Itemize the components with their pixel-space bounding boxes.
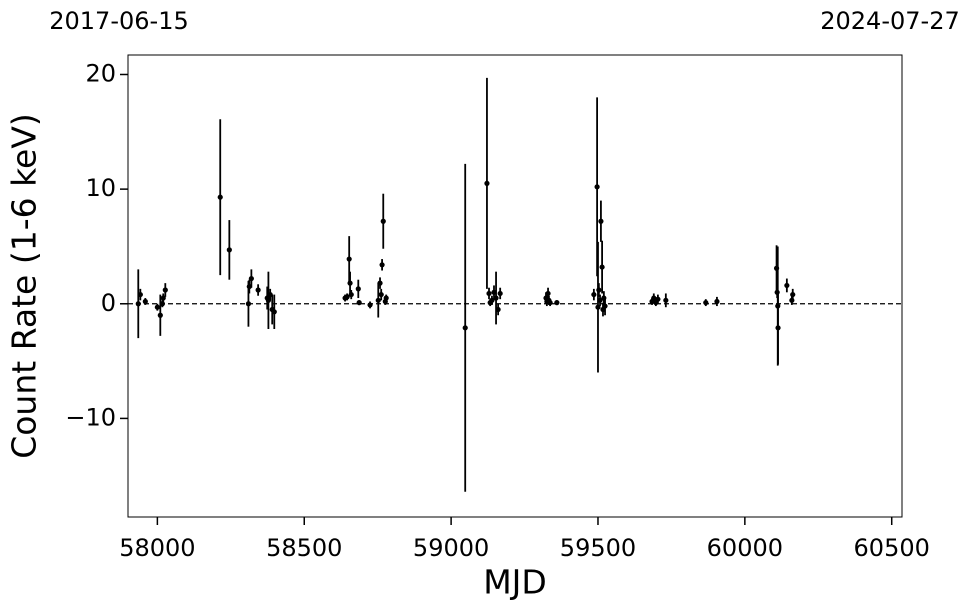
x-tick-label: 59500 (560, 534, 636, 562)
data-point (547, 300, 553, 306)
data-point (137, 291, 143, 298)
data-point (655, 296, 661, 302)
data-point (554, 300, 560, 306)
data-point (375, 297, 381, 303)
y-tick-label: 20 (85, 59, 116, 87)
data-point (602, 303, 608, 309)
data-point (703, 300, 709, 306)
x-axis-label: MJD (483, 563, 547, 602)
data-point (597, 297, 603, 303)
data-point (135, 301, 141, 307)
y-tick-label: −10 (65, 403, 116, 431)
data-point (596, 287, 602, 293)
data-point (346, 256, 352, 262)
data-point (162, 287, 168, 293)
data-point (462, 325, 468, 331)
data-point (775, 325, 781, 331)
data-point (245, 301, 252, 307)
plot-frame (127, 54, 903, 518)
x-tick-label: 60000 (707, 534, 783, 562)
data-point (367, 302, 373, 308)
data-point (591, 291, 597, 298)
data-point (356, 300, 362, 306)
data-point (784, 282, 790, 289)
data-point (226, 247, 232, 253)
top-date-label: 2017-06-15 (49, 7, 188, 35)
data-point (157, 312, 163, 318)
y-tick-label: 10 (85, 174, 116, 202)
data-point (255, 287, 261, 293)
data-point (154, 304, 160, 310)
data-point (344, 294, 350, 300)
y-tick-label: 0 (101, 289, 116, 317)
data-point (379, 262, 385, 268)
top-date-label: 2024-07-27 (820, 7, 959, 35)
data-point (271, 309, 277, 315)
data-point (545, 290, 551, 297)
data-point (248, 275, 254, 282)
data-point (383, 295, 389, 301)
data-point (355, 286, 361, 292)
data-point (217, 194, 223, 200)
y-axis-label: Count Rate (1-6 keV) (5, 113, 44, 459)
data-point (142, 298, 148, 305)
data-point (790, 291, 796, 298)
data-point (714, 298, 720, 305)
data-point (493, 295, 499, 301)
data-point (599, 264, 605, 270)
data-point (378, 291, 384, 298)
data-point (486, 290, 492, 297)
data-point (380, 218, 386, 224)
data-point (663, 297, 669, 303)
data-point (377, 280, 383, 286)
data-point (598, 218, 604, 224)
data-point (594, 184, 600, 190)
x-tick-label: 58000 (119, 534, 195, 562)
data-point (497, 290, 503, 297)
data-point (347, 280, 353, 286)
data-point (495, 306, 501, 313)
x-tick-label: 59000 (413, 534, 489, 562)
data-point (484, 180, 490, 186)
x-tick-label: 60500 (854, 534, 930, 562)
data-point (348, 291, 354, 298)
x-tick-label: 58500 (266, 534, 342, 562)
